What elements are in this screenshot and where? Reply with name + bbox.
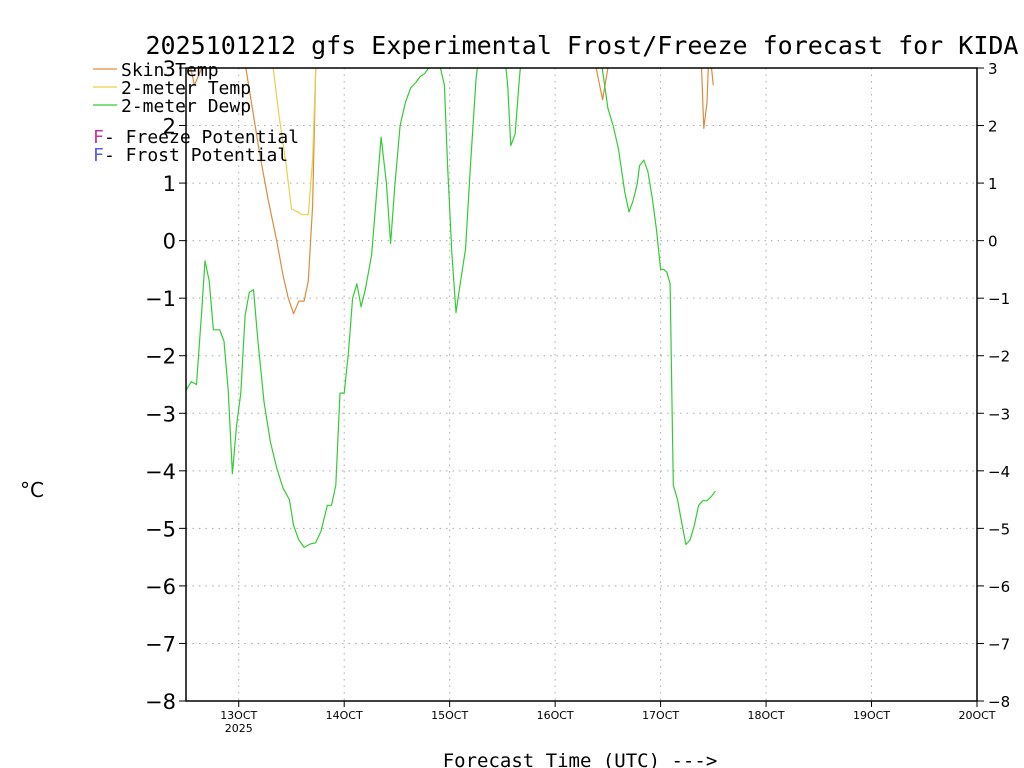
x-tick-label: 19OCT [853,709,890,722]
y-tick-label: 0 [163,230,176,254]
y-tick-label: −8 [145,690,176,714]
y-axis-label: °C [20,478,44,502]
series-line-2-meter-dewp [601,68,716,546]
gridlines [186,68,977,701]
y-tick-label: −7 [145,632,176,656]
y-tick-label: −4 [145,460,176,484]
y-tick-label-right: 3 [988,60,998,78]
y-tick-label-right: −2 [988,348,1010,366]
y-tick-label-right: −8 [988,693,1010,711]
y-tick-label-right: −3 [988,405,1010,423]
x-tick-sublabel: 2025 [225,722,253,735]
series-line-2-meter-temp [272,68,317,216]
x-tick-label: 20OCT [958,709,995,722]
x-tick-label: 15OCT [431,709,468,722]
legend-label: Skin Temp [121,60,219,81]
legend-label: 2-meter Temp [121,78,251,99]
series-group [186,68,716,549]
y-tick-label: −3 [145,402,176,426]
x-axis-label: Forecast Time (UTC) ---> [443,750,718,768]
x-tick-label: 17OCT [642,709,679,722]
y-tick-label: 1 [163,172,176,196]
y-tick-label: −1 [145,287,176,311]
series-line-2-meter-dewp [186,68,478,549]
legend-marker: F [93,127,104,148]
series-line-skin-temp [190,68,203,86]
x-tick-label: 18OCT [748,709,785,722]
y-tick-label: −5 [145,517,176,541]
legend-label: - Freeze Potential [104,127,299,148]
series-line-skin-temp [700,68,714,129]
y-tick-label-right: 1 [988,175,998,193]
legend-label: 2-meter Dewp [121,96,251,117]
y-tick-label-right: −6 [988,578,1010,596]
y-tick-label-right: 0 [988,233,998,251]
series-line-skin-temp [595,68,609,101]
legend-marker: F [93,145,104,166]
legend-label: - Frost Potential [104,145,288,166]
series-line-skin-temp [245,68,317,315]
y-tick-label: 3 [163,57,176,81]
axis-ticks: −8 −8 −7 −7 −6 −6 −5 −5 −4 −4 −3 −3 −2 −2 −1 −1 0 0 1 1 2 2 3 3… [145,57,1010,735]
x-tick-label: 13OCT [220,709,257,722]
y-tick-label-right: −7 [988,635,1010,653]
y-tick-label-right: −5 [988,520,1010,538]
chart-title: 2025101212 gfs Experimental Frost/Freeze… [146,31,1019,60]
y-tick-label: 2 [163,115,176,139]
plot-frame [185,67,978,702]
x-tick-label: 14OCT [326,709,363,722]
series-line-2-meter-dewp [505,68,521,147]
y-tick-label-right: −1 [988,290,1010,308]
y-tick-label-right: 2 [988,118,998,136]
x-tick-label: 16OCT [537,709,574,722]
y-tick-label: −6 [145,575,176,599]
y-tick-label-right: −4 [988,463,1010,481]
y-tick-label: −2 [145,345,176,369]
